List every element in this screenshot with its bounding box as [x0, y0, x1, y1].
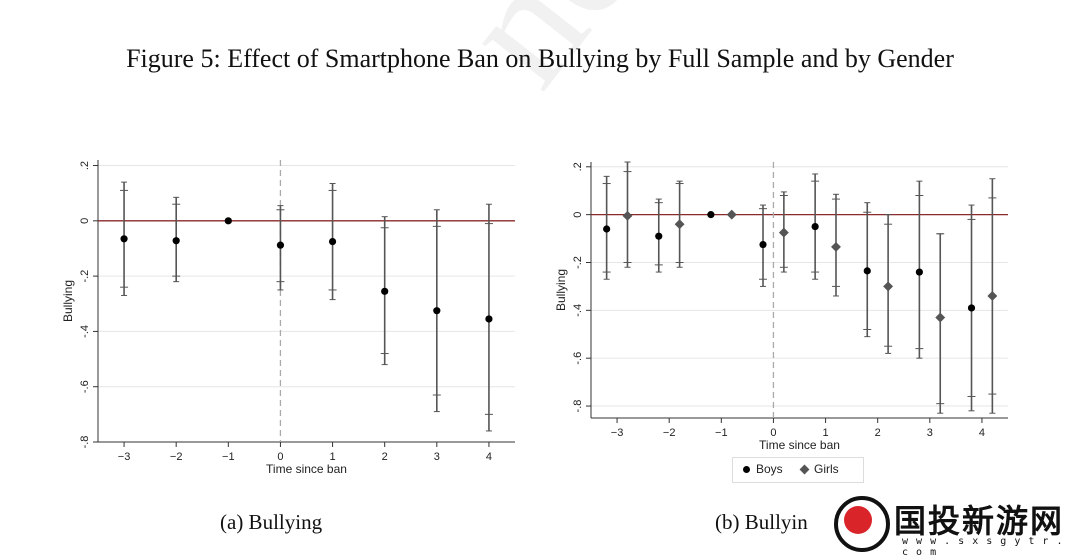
- x-tick-label: 4: [486, 451, 492, 463]
- x-axis-label: Time since ban: [266, 462, 347, 476]
- figure-title: Figure 5: Effect of Smartphone Ban on Bu…: [126, 44, 954, 73]
- x-tick-label: −1: [222, 451, 235, 463]
- girls-point: [987, 291, 998, 301]
- chart-panel-b: .2 0 -.2 -.4 -.6 -.8 −3 −2 −1 0 1 2 3 4 Time since ban…: [554, 161, 1008, 452]
- girls-point: [674, 219, 685, 230]
- logo-text: 国投新游网: [894, 502, 1065, 540]
- x-tick-label: −2: [170, 451, 183, 463]
- y-tick-label: 0: [572, 212, 584, 218]
- x-tick-label: −1: [715, 427, 728, 439]
- logo-face-icon: [844, 506, 872, 534]
- estimate-point: [224, 217, 232, 225]
- boys-point: [655, 232, 663, 240]
- boys-point: [967, 304, 976, 312]
- x-tick-label: 2: [875, 427, 881, 439]
- legend-item-girls: Girls: [799, 462, 839, 476]
- x-tick-label: 0: [277, 451, 283, 463]
- chart-legend: Boys Girls: [732, 457, 864, 483]
- legend-item-boys: Boys: [743, 462, 783, 476]
- boys-point: [603, 225, 611, 233]
- chart-panel-a: .2 0 -.2 -.4 -.6 -.8 −3 −2 −1 0 1 2 3 4 Time since ban…: [61, 160, 515, 476]
- boys-point: [759, 240, 767, 249]
- logo-url: w w w . s x s g y t r . c o m: [902, 536, 1064, 558]
- y-tick-label: -.2: [79, 270, 91, 283]
- x-axis-label: Time since ban: [759, 438, 840, 452]
- girls-point: [883, 281, 894, 292]
- caption-a: (a) Bullying: [220, 510, 323, 534]
- y-axis-label: Bullying: [554, 269, 568, 311]
- diamond-marker-icon: [799, 464, 810, 474]
- x-tick-label: 4: [979, 427, 985, 439]
- x-tick-label: −2: [663, 427, 676, 439]
- girls-point: [778, 227, 789, 238]
- x-tick-label: 1: [330, 451, 336, 463]
- x-tick-label: 3: [927, 427, 933, 439]
- caption-b: (b) Bullyin: [715, 510, 808, 534]
- legend-label-girls: Girls: [814, 462, 839, 476]
- y-tick-label: -.6: [572, 352, 584, 365]
- estimate-point: [381, 287, 389, 295]
- estimate-point: [120, 235, 128, 243]
- legend-label-boys: Boys: [756, 462, 783, 476]
- y-tick-label: -.8: [572, 400, 584, 413]
- boys-point: [915, 268, 923, 276]
- boys-point: [707, 211, 715, 219]
- y-tick-label: -.2: [572, 256, 584, 269]
- boys-point: [811, 222, 819, 231]
- estimate-point: [433, 307, 441, 315]
- x-tick-label: 0: [770, 427, 776, 439]
- circle-marker-icon: [743, 465, 750, 473]
- girls-point: [726, 209, 737, 220]
- x-tick-label: −3: [118, 451, 131, 463]
- y-axis-label: Bullying: [61, 280, 75, 322]
- y-tick-label: -.8: [79, 436, 91, 449]
- y-tick-label: -.4: [79, 325, 91, 338]
- site-logo: 国投新游网 w w w . s x s g y t r . c o m: [822, 492, 1072, 558]
- estimate-point: [328, 237, 337, 246]
- y-tick-label: 0: [79, 218, 91, 224]
- estimate-point: [172, 237, 180, 245]
- estimate-point: [276, 241, 285, 249]
- girls-point: [831, 241, 841, 252]
- estimate-point: [485, 315, 493, 323]
- girls-point: [935, 312, 946, 323]
- y-tick-label: -.6: [79, 380, 91, 393]
- y-tick-label: .2: [572, 162, 584, 171]
- x-tick-label: 2: [382, 451, 388, 463]
- y-tick-label: -.4: [572, 304, 584, 317]
- girls-point: [622, 210, 633, 221]
- boys-point: [863, 267, 871, 275]
- x-tick-label: 1: [823, 427, 829, 439]
- x-tick-label: −3: [611, 427, 624, 439]
- x-tick-label: 3: [434, 451, 440, 463]
- y-tick-label: .2: [79, 161, 91, 170]
